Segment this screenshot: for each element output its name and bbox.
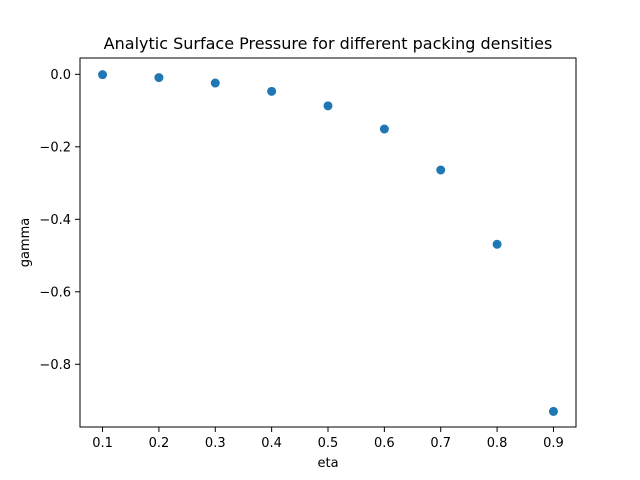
y-axis-ticks: 0.0 −0.2 −0.4 −0.6 −0.8: [39, 68, 80, 373]
x-tick-label: 0.4: [261, 436, 282, 451]
y-tick-label: −0.8: [39, 358, 71, 373]
data-point: [548, 406, 558, 416]
y-tick-label: −0.6: [39, 285, 71, 300]
data-points: [98, 70, 558, 416]
x-tick-label: 0.3: [205, 436, 226, 451]
data-point: [267, 86, 277, 96]
y-tick-label: −0.4: [39, 213, 71, 228]
data-point: [98, 70, 108, 80]
x-tick-label: 0.6: [374, 436, 395, 451]
x-tick-label: 0.9: [543, 436, 564, 451]
x-tick-label: 0.7: [430, 436, 451, 451]
y-tick-label: 0.0: [50, 68, 71, 83]
data-point: [154, 73, 164, 83]
plot-area-frame: [79, 57, 577, 428]
data-point: [436, 165, 446, 175]
y-axis-label: gamma: [18, 218, 33, 268]
x-axis-label: eta: [317, 456, 338, 471]
x-axis-ticks: 0.1 0.2 0.3 0.4 0.5 0.6 0.7 0.8 0.9: [92, 427, 564, 451]
data-point: [323, 101, 333, 111]
data-point: [492, 239, 502, 249]
data-point: [210, 78, 220, 88]
y-tick-label: −0.2: [39, 140, 71, 155]
x-tick-label: 0.8: [487, 436, 508, 451]
x-tick-label: 0.2: [149, 436, 170, 451]
x-tick-label: 0.5: [318, 436, 339, 451]
data-point: [379, 124, 389, 134]
chart-title: Analytic Surface Pressure for different …: [104, 34, 553, 53]
x-tick-label: 0.1: [92, 436, 113, 451]
